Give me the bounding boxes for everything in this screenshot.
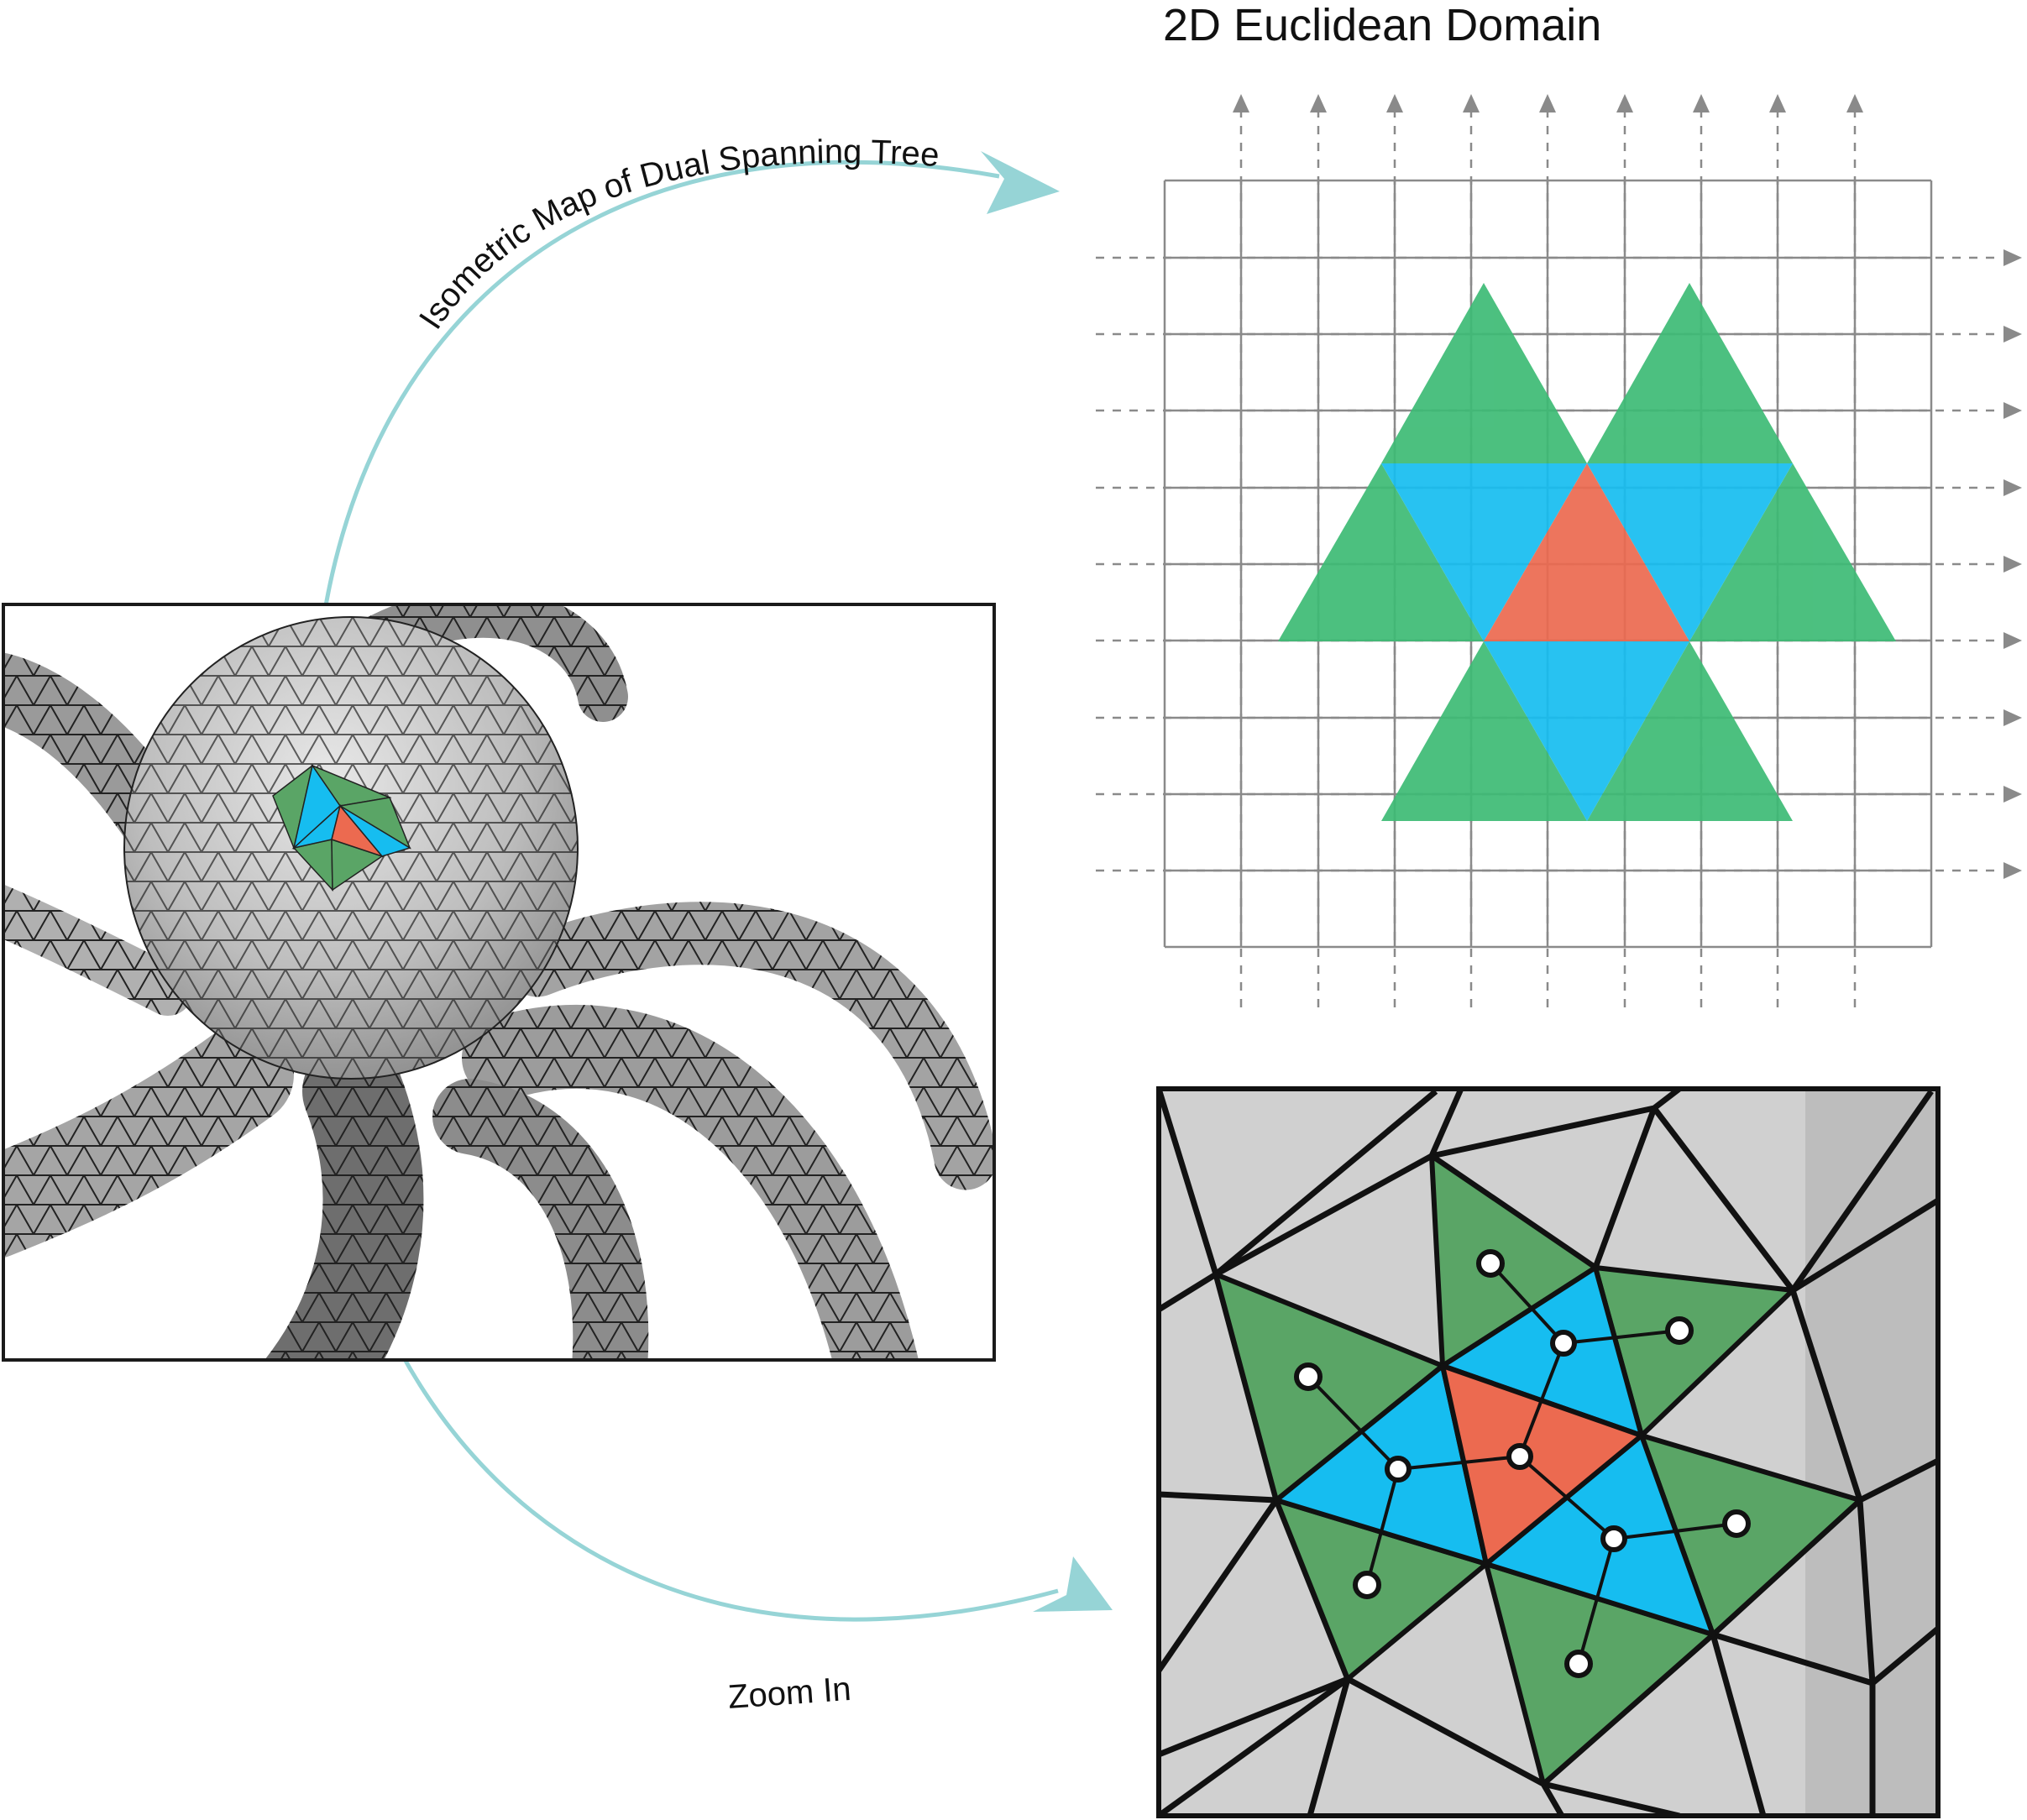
isometric-map-label: Isometric Map of Dual Spanning Tree <box>412 133 940 336</box>
tree-node <box>1294 1362 1323 1391</box>
arrow-head <box>981 151 1060 214</box>
tree-node <box>1665 1316 1694 1345</box>
arrow-head <box>2003 326 2022 343</box>
arrow-head <box>2003 786 2022 803</box>
arrow-head <box>1769 94 1786 112</box>
arrow-head <box>1846 94 1863 112</box>
arrow-head <box>1033 1556 1113 1612</box>
arrow-head <box>2003 556 2022 573</box>
green-triangle <box>1381 283 1587 463</box>
green-triangle <box>1278 463 1484 641</box>
arrow-head <box>2003 632 2022 649</box>
arrow-head <box>1693 94 1710 112</box>
zoom-patch <box>1213 1153 1862 1786</box>
zoom-label: Zoom In <box>727 1671 852 1716</box>
arrow-head <box>1539 94 1556 112</box>
green-triangle <box>1381 641 1587 821</box>
tree-node <box>1722 1509 1751 1538</box>
green-triangle <box>1689 463 1896 641</box>
grid-dashed-arrows-horizontal <box>1096 249 2022 879</box>
blue-triangle <box>1381 463 1587 641</box>
arrow-head <box>1463 94 1480 112</box>
arrow-head <box>1386 94 1403 112</box>
arrow-head <box>2003 862 2022 879</box>
tree-junction <box>1550 1330 1577 1357</box>
arrow-head <box>2003 479 2022 496</box>
arrow-head <box>1616 94 1633 112</box>
arrow-head <box>1233 94 1249 112</box>
arrow-head <box>1310 94 1327 112</box>
arrow-head <box>2003 402 2022 419</box>
green-triangle <box>1587 283 1793 463</box>
zoomed-mesh-panel <box>1156 1086 1941 1818</box>
blue-triangle <box>1484 641 1689 821</box>
tree-node <box>1564 1650 1593 1678</box>
tree-junction <box>1385 1456 1412 1483</box>
tree-junction <box>1506 1443 1533 1470</box>
grid-title: 2D Euclidean Domain <box>1163 0 1601 50</box>
euclidean-grid-panel <box>1096 94 2022 1007</box>
green-triangle <box>1587 641 1793 821</box>
tree-junction <box>1600 1525 1627 1552</box>
octopus-mesh-panel <box>2 603 996 1362</box>
tentacles <box>3 604 994 1360</box>
red-triangle <box>1484 463 1689 641</box>
highlighted-patch-small <box>272 764 411 892</box>
blue-triangle <box>1587 463 1793 641</box>
arrow-head <box>2003 249 2022 266</box>
tree-nodes <box>1294 1249 1751 1678</box>
arrow-head <box>2003 709 2022 726</box>
tree-node <box>1476 1249 1505 1278</box>
tree-node <box>1353 1571 1381 1599</box>
unfolded-triangles <box>1278 283 1896 821</box>
grid-dashed-arrows-vertical <box>1233 94 1863 1007</box>
